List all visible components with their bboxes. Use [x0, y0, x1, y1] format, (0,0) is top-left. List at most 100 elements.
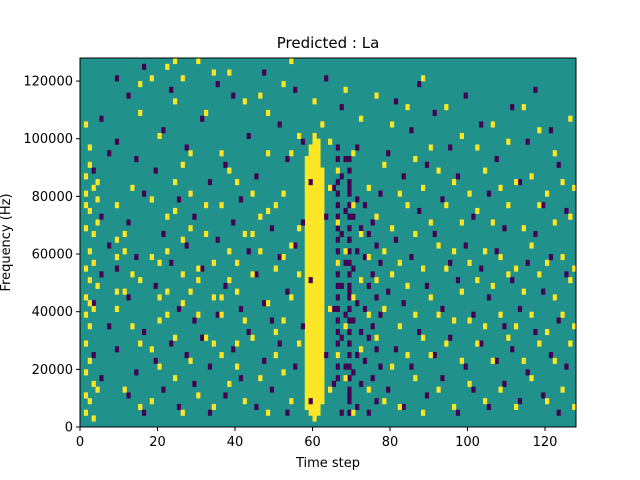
- heatmap-cell-low: [479, 340, 484, 347]
- heatmap-cell-high: [312, 138, 317, 145]
- heatmap-cell-high: [138, 277, 143, 284]
- heatmap-cell-low: [339, 334, 344, 341]
- heatmap-cell-high: [316, 259, 321, 266]
- heatmap-cell-low: [308, 179, 313, 186]
- heatmap-cell-high: [312, 346, 317, 353]
- heatmap-cell-low: [308, 398, 313, 405]
- heatmap-cell-low: [192, 213, 197, 220]
- heatmap-cell-low: [502, 225, 507, 232]
- heatmap-cell-high: [219, 150, 224, 157]
- heatmap-cell-high: [316, 190, 321, 197]
- heatmap-cell-high: [308, 317, 313, 324]
- heatmap-cell-high: [304, 317, 309, 324]
- heatmap-cell-high: [436, 311, 441, 318]
- heatmap-cell-high: [374, 277, 379, 284]
- heatmap-cell-low: [541, 288, 546, 295]
- heatmap-cell-high: [173, 58, 178, 65]
- heatmap-cell-high: [289, 150, 294, 157]
- heatmap-cell-high: [568, 213, 573, 220]
- x-tick-label: 120: [533, 435, 558, 450]
- heatmap-cell-low: [308, 277, 313, 284]
- heatmap-cell-high: [312, 98, 317, 105]
- heatmap-cell-high: [521, 104, 526, 111]
- heatmap-cell-high: [83, 369, 89, 376]
- heatmap-cell-high: [335, 167, 340, 174]
- heatmap-cell-high: [304, 265, 309, 272]
- heatmap-cell-high: [149, 75, 154, 82]
- heatmap-cell-low: [533, 230, 538, 238]
- heatmap-cell-low: [424, 392, 430, 399]
- heatmap-cell-high: [149, 346, 154, 353]
- heatmap-cell-high: [83, 121, 89, 128]
- heatmap-cell-high: [405, 352, 410, 359]
- heatmap-cell-low: [335, 294, 340, 301]
- heatmap-cell-high: [537, 202, 542, 209]
- heatmap-cell-high: [316, 265, 321, 272]
- heatmap-cell-low: [200, 334, 205, 341]
- heatmap-cell-high: [316, 398, 321, 405]
- heatmap-cell-low: [556, 409, 561, 416]
- heatmap-cell-low: [254, 173, 259, 180]
- heatmap-cell-high: [506, 202, 511, 209]
- heatmap-cell-low: [424, 282, 430, 289]
- heatmap-cell-high: [308, 346, 313, 353]
- heatmap-cell-high: [281, 369, 286, 376]
- heatmap-cell-high: [328, 184, 333, 191]
- heatmap-cell-high: [242, 317, 247, 324]
- heatmap-cell-high: [219, 202, 224, 209]
- heatmap-cell-high: [444, 202, 449, 209]
- heatmap-cell-high: [273, 265, 278, 272]
- heatmap-cell-high: [572, 323, 577, 330]
- heatmap-cell-high: [320, 323, 325, 330]
- heatmap-cell-high: [149, 196, 154, 203]
- heatmap-cell-high: [227, 277, 232, 284]
- heatmap-cell-low: [378, 363, 383, 370]
- heatmap-cell-high: [490, 357, 495, 364]
- heatmap-cell-high: [316, 311, 321, 318]
- heatmap-cell-high: [483, 398, 488, 405]
- heatmap-cell-low: [347, 156, 352, 163]
- heatmap-cell-high: [258, 375, 263, 382]
- heatmap-cell-high: [304, 288, 309, 295]
- heatmap-cell-low: [126, 294, 131, 301]
- heatmap-cell-high: [483, 167, 488, 174]
- heatmap-cell-high: [452, 403, 457, 411]
- heatmap-cell-high: [328, 386, 333, 393]
- heatmap-cell-high: [452, 317, 457, 324]
- heatmap-cell-low: [176, 196, 182, 203]
- heatmap-cell-low: [409, 363, 414, 370]
- heatmap-cell-high: [304, 179, 309, 186]
- heatmap-cell-low: [347, 288, 352, 295]
- heatmap-cell-high: [180, 236, 185, 243]
- heatmap-cell-low: [347, 409, 352, 416]
- heatmap-cell-low: [269, 386, 275, 393]
- heatmap-cell-high: [320, 173, 325, 180]
- heatmap-cell-low: [471, 213, 476, 220]
- heatmap-cell-high: [250, 230, 255, 238]
- heatmap-cell-high: [114, 202, 120, 209]
- heatmap-cell-low: [262, 357, 267, 364]
- heatmap-cell-high: [359, 346, 364, 353]
- heatmap-cell-low: [99, 271, 104, 278]
- heatmap-cell-low: [114, 346, 120, 353]
- heatmap-cell-high: [320, 363, 325, 370]
- heatmap-cell-high: [312, 259, 317, 266]
- heatmap-cell-high: [188, 288, 193, 295]
- heatmap-cell-high: [83, 225, 89, 232]
- heatmap-cell-high: [421, 75, 426, 82]
- heatmap-cell-low: [374, 398, 379, 405]
- heatmap-cell-low: [510, 346, 515, 353]
- heatmap-cell-low: [362, 254, 368, 261]
- heatmap-cell-high: [320, 207, 325, 214]
- heatmap-cell-high: [428, 352, 433, 359]
- heatmap-cell-low: [347, 305, 352, 312]
- heatmap-cell-high: [320, 225, 325, 232]
- heatmap-cell-high: [196, 58, 201, 65]
- heatmap-cell-high: [312, 150, 317, 157]
- heatmap-cell-high: [308, 305, 313, 312]
- heatmap-cell-high: [316, 196, 321, 203]
- heatmap-cell-high: [312, 386, 317, 393]
- heatmap-cell-high: [316, 138, 321, 145]
- heatmap-cell-low: [207, 179, 213, 186]
- heatmap-cell-high: [312, 271, 317, 278]
